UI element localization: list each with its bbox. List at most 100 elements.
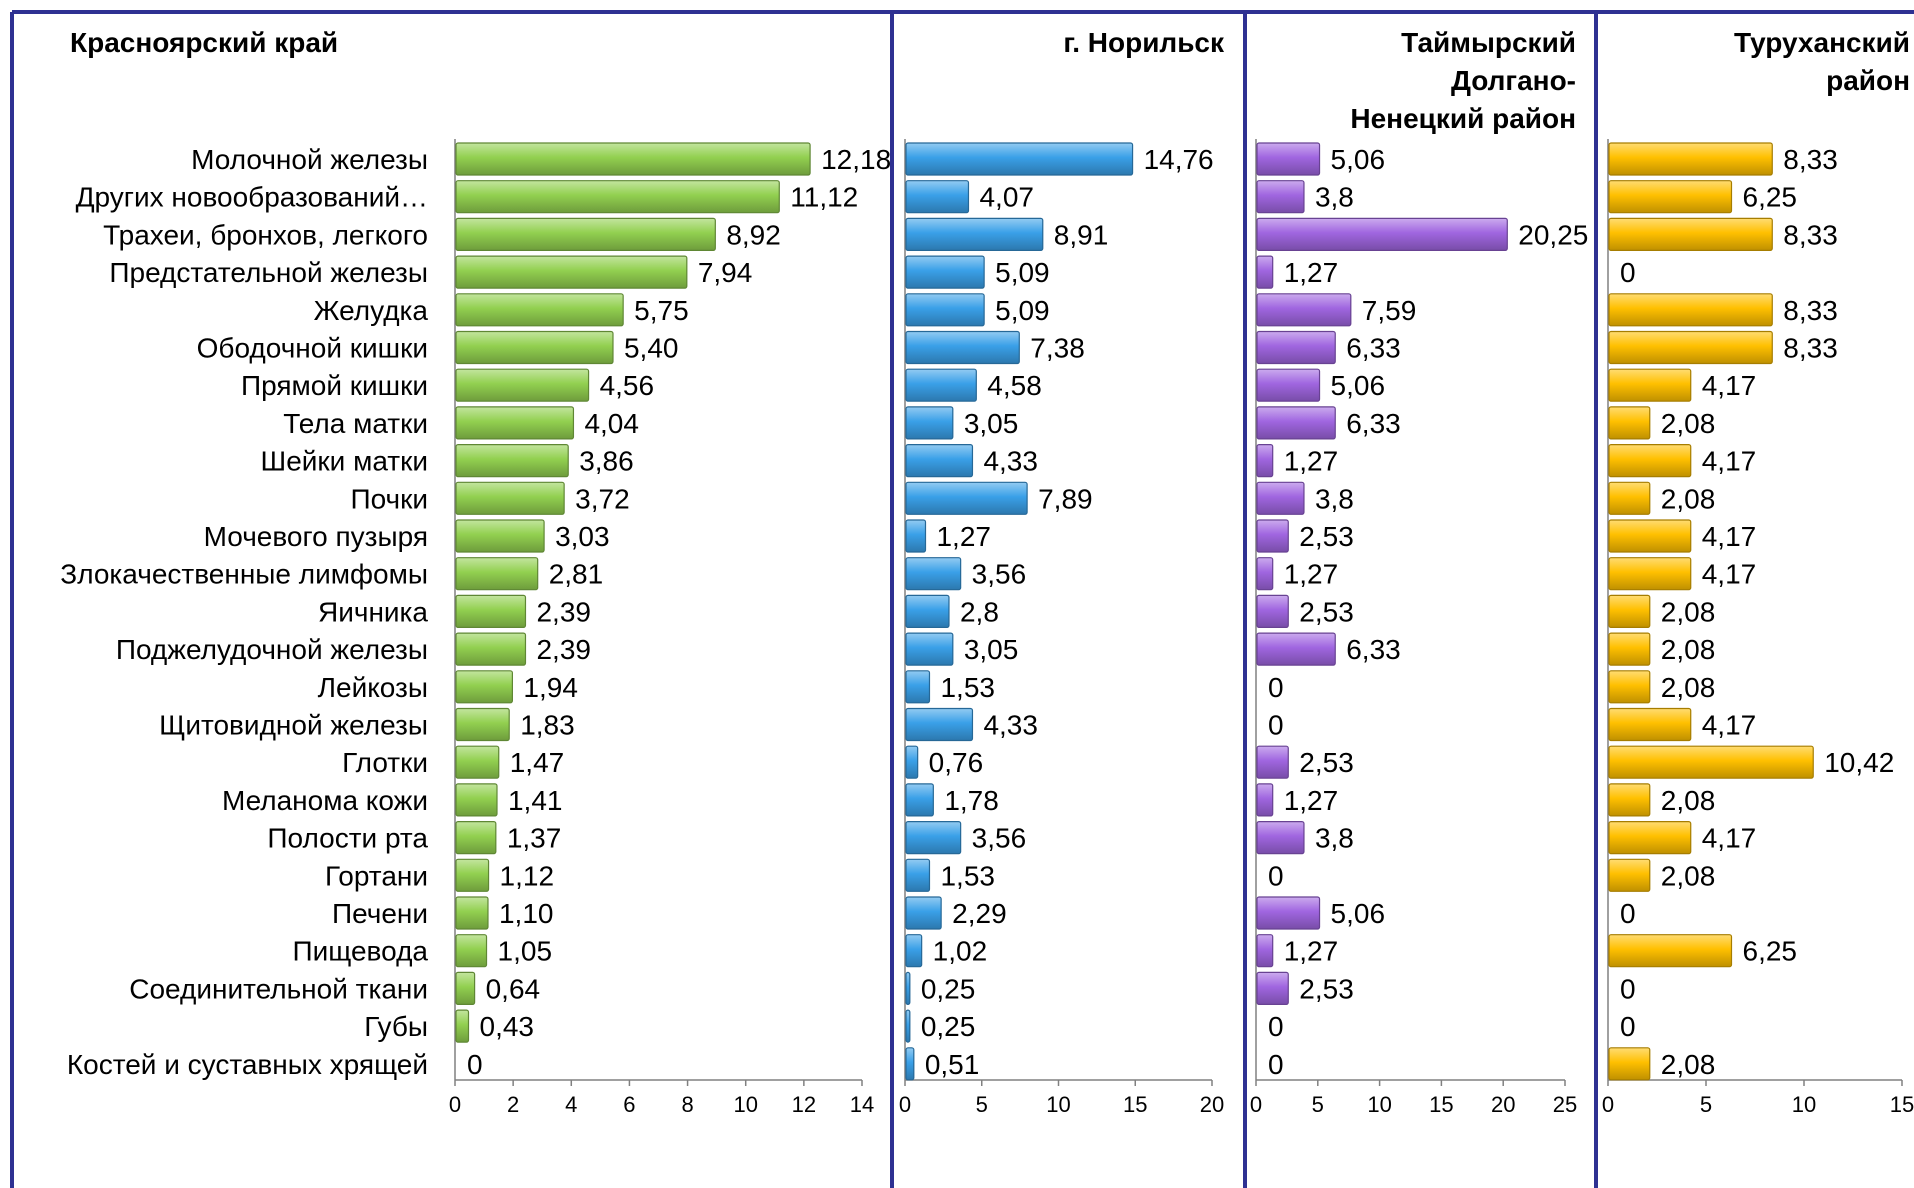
data-label: 0	[1620, 1011, 1636, 1042]
x-tick-label: 10	[1792, 1092, 1816, 1117]
bar	[1256, 444, 1274, 478]
data-label: 1,27	[1284, 936, 1339, 967]
panel-title-2: г. Норильск	[1063, 27, 1225, 58]
bar	[1256, 217, 1508, 251]
bar	[905, 858, 931, 892]
data-label: 1,27	[1284, 257, 1339, 288]
data-label: 4,58	[987, 370, 1042, 401]
bar	[905, 406, 954, 440]
bar	[905, 896, 942, 930]
data-label: 2,8	[960, 596, 999, 627]
bar	[905, 934, 923, 968]
bar	[455, 293, 624, 327]
bar	[455, 820, 497, 855]
category-label: Тела матки	[283, 408, 428, 439]
data-label: 0	[1268, 710, 1284, 741]
data-label: 2,08	[1661, 672, 1716, 703]
data-label: 1,78	[944, 785, 999, 816]
bar	[1608, 180, 1733, 214]
chart-panel-4: Туруханский район 0 5 10 15 8,33 6,25 8,33 0 8,33 8…	[1602, 27, 1914, 1117]
bar	[1608, 444, 1692, 478]
bar	[455, 934, 488, 968]
data-label: 3,72	[575, 483, 630, 514]
bar	[455, 858, 490, 892]
data-label: 3,8	[1315, 823, 1354, 854]
bar	[905, 820, 962, 855]
category-label: Поджелудочной железы	[116, 634, 428, 665]
category-label: Глотки	[342, 747, 428, 778]
category-label: Предстательной железы	[109, 257, 428, 288]
bar	[905, 1009, 911, 1043]
x-tick-label: 5	[1312, 1092, 1324, 1117]
data-label: 2,29	[952, 898, 1007, 929]
x-tick-label: 15	[1123, 1092, 1147, 1117]
bar	[905, 594, 950, 629]
bar	[905, 519, 927, 553]
category-label: Желудка	[314, 295, 429, 326]
data-label: 5,06	[1331, 144, 1386, 175]
data-label: 1,94	[523, 672, 578, 703]
category-label: Яичника	[318, 596, 428, 627]
data-label: 0,51	[925, 1049, 980, 1080]
data-label: 1,05	[498, 936, 553, 967]
bar	[1256, 519, 1289, 553]
panel-title-1: Красноярский край	[70, 27, 338, 58]
bar	[455, 406, 575, 440]
data-label: 1,53	[940, 860, 995, 891]
category-label: Прямой кишки	[241, 370, 428, 401]
panel-title-4-line-1: Туруханский	[1734, 27, 1910, 58]
bar	[1608, 820, 1692, 855]
data-label: 0,43	[480, 1011, 535, 1042]
data-label: 3,8	[1315, 483, 1354, 514]
bar	[1608, 368, 1692, 402]
x-tick-label: 5	[1700, 1092, 1712, 1117]
data-label: 4,07	[979, 182, 1034, 213]
data-label: 0,64	[486, 973, 541, 1004]
category-label: Щитовидной железы	[159, 710, 428, 741]
bar	[905, 330, 1020, 365]
bar	[1256, 406, 1336, 440]
data-label: 5,06	[1331, 898, 1386, 929]
data-label: 8,92	[726, 219, 781, 250]
data-label: 7,89	[1038, 483, 1093, 514]
data-label: 4,17	[1702, 521, 1757, 552]
bar	[1256, 934, 1274, 968]
bar	[905, 444, 974, 478]
data-label: 3,8	[1315, 182, 1354, 213]
data-label: 6,33	[1346, 333, 1401, 364]
x-tick-label: 14	[850, 1092, 874, 1117]
data-label: 0	[1268, 860, 1284, 891]
data-label: 0	[467, 1049, 483, 1080]
panel-title-4-line-2: район	[1826, 65, 1910, 96]
category-label: Губы	[364, 1011, 428, 1042]
bar	[1256, 896, 1321, 930]
data-label: 3,86	[579, 446, 634, 477]
bar	[905, 481, 1028, 515]
bar	[1608, 481, 1651, 515]
x-tick-label: 15	[1890, 1092, 1914, 1117]
data-label: 6,25	[1743, 182, 1798, 213]
bar	[1608, 1047, 1651, 1081]
x-tick-label: 4	[565, 1092, 577, 1117]
data-label: 4,17	[1702, 710, 1757, 741]
data-label: 2,08	[1661, 483, 1716, 514]
data-label: 4,17	[1702, 446, 1757, 477]
bar	[1256, 293, 1352, 327]
bar	[455, 330, 614, 365]
bar	[1256, 557, 1274, 591]
data-label: 12,18	[821, 144, 891, 175]
data-label: 6,25	[1743, 936, 1798, 967]
bar	[1608, 519, 1692, 553]
data-label: 4,17	[1702, 559, 1757, 590]
data-label: 1,02	[933, 936, 988, 967]
category-label: Печени	[332, 898, 428, 929]
data-label: 1,12	[500, 860, 555, 891]
chart-panel-3: Таймырский Долгано- Ненецкий район 0 5 10 15 20…	[1250, 27, 1588, 1117]
bar	[1256, 180, 1305, 214]
data-label: 1,10	[499, 898, 554, 929]
data-label: 5,75	[634, 295, 689, 326]
bar	[905, 180, 970, 214]
bar	[455, 783, 498, 817]
x-tick-label: 12	[792, 1092, 816, 1117]
